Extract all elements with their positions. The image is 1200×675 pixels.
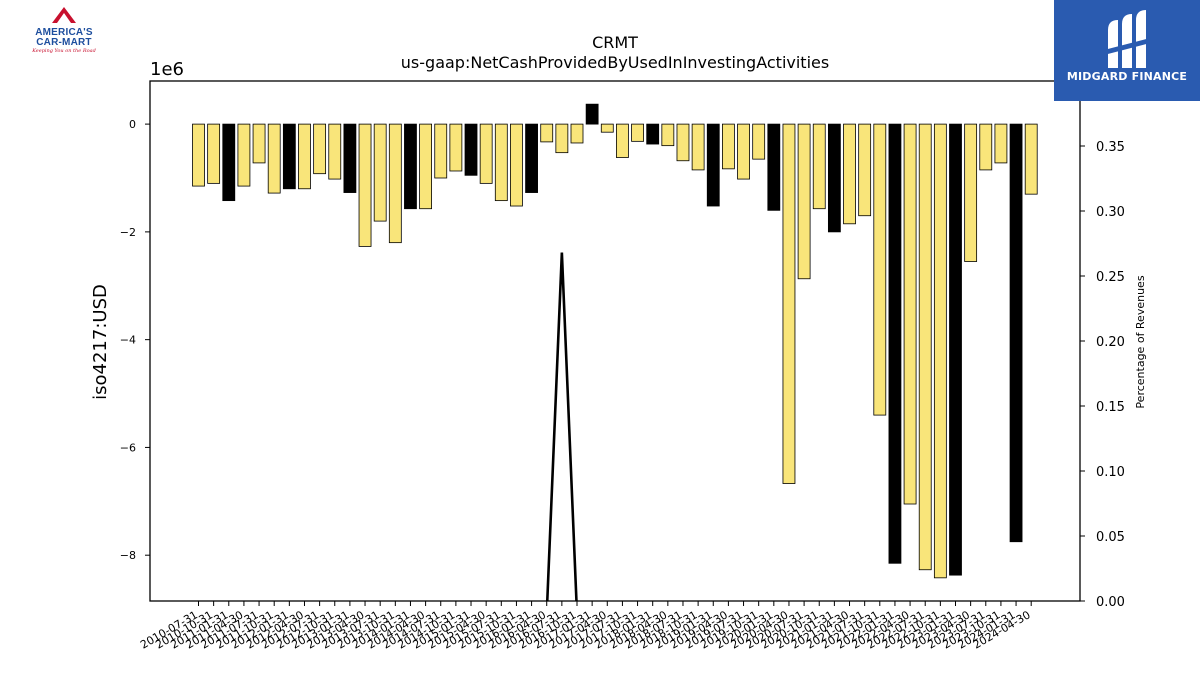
bar [358,123,372,247]
bar [267,123,281,194]
bar [585,103,599,125]
chart-subtitle: us-gaap:NetCashProvidedByUsedInInvesting… [401,53,829,72]
bar [903,123,917,505]
americas-car-mart-logo: AMERICA'S CAR-MART Keeping You on the Ro… [22,6,106,58]
y2-tick-label: 0.20 [1096,335,1125,350]
bar [525,123,538,193]
bar [933,123,947,579]
y-offset-label: 1e6 [150,59,184,80]
bar [1009,123,1023,543]
y2-ticks-group: 0.000.050.100.150.200.250.300.350.40 [1080,75,1125,610]
bar [994,123,1008,164]
bar [494,123,508,202]
bar [752,123,766,160]
y2-tick-label: 0.00 [1096,595,1125,610]
bar [600,123,614,133]
bar [313,123,327,175]
bar [888,123,902,564]
y-tick-label: −2 [120,226,136,239]
bar [404,123,417,210]
y2-tick-label: 0.25 [1096,270,1125,285]
bar [388,123,402,244]
bar [949,123,962,576]
bar [873,123,887,416]
y-tick-label: −6 [120,441,136,454]
bar [979,123,993,171]
y-tick-label: −8 [120,549,136,562]
bar [540,123,554,143]
bar [298,123,311,190]
bar [646,123,660,145]
bar [207,123,221,184]
bar [691,123,705,171]
line-series [545,252,578,601]
chart-title: CRMT [592,33,638,52]
bar [282,123,296,190]
y2-tick-label: 0.10 [1096,465,1125,480]
y-axis-label: iso4217:USD [90,284,111,400]
bar [706,123,720,207]
bar [782,123,796,484]
bar [737,123,750,180]
line-group [545,252,578,601]
x-ticks-group: 2010-07-312010-10-312011-01-312011-04-30… [138,601,1033,652]
logo-left-line2: CAR-MART [36,37,92,48]
bar [464,123,478,176]
bars-group [192,103,1038,579]
bar [222,123,236,202]
logo-left-line1: AMERICA'S [35,27,93,38]
y2-tick-label: 0.15 [1096,400,1125,415]
bar [192,123,205,187]
bar [631,123,644,142]
bar [343,123,357,193]
bar [616,123,629,158]
bar [373,123,387,222]
bar [237,123,251,187]
bar [661,123,675,147]
logo-right-name: MIDGARD FINANCE [1066,70,1188,83]
bar [419,123,433,210]
bar [449,123,463,172]
bar [570,123,584,144]
bar [843,123,856,225]
y2-tick-label: 0.35 [1096,140,1125,155]
y-ticks-group: 0 −2 −4 −6 −8 [120,118,150,562]
car-mart-arch-icon [52,7,76,23]
y-tick-label: 0 [129,118,136,131]
y2-tick-label: 0.05 [1096,530,1125,545]
bar [964,123,978,262]
bar [918,123,932,571]
bar [722,123,735,170]
bar [328,123,342,180]
bar [555,123,569,154]
midgard-emblem-icon [1104,10,1150,68]
bar [676,123,690,162]
logo-left-tagline: Keeping You on the Road [32,48,96,54]
bar [812,123,826,210]
bar [434,123,448,179]
midgard-finance-logo: MIDGARD FINANCE [1054,0,1200,101]
bar [858,123,872,217]
y2-tick-label: 0.30 [1096,205,1125,220]
y-tick-label: −4 [120,334,136,347]
bar [797,123,811,280]
bar [827,123,841,233]
y2-axis-label: Percentage of Revenues [1134,275,1147,408]
bar [767,123,781,211]
bar [1024,123,1038,195]
bar [510,123,523,207]
bar [252,123,266,164]
bar [479,123,493,184]
